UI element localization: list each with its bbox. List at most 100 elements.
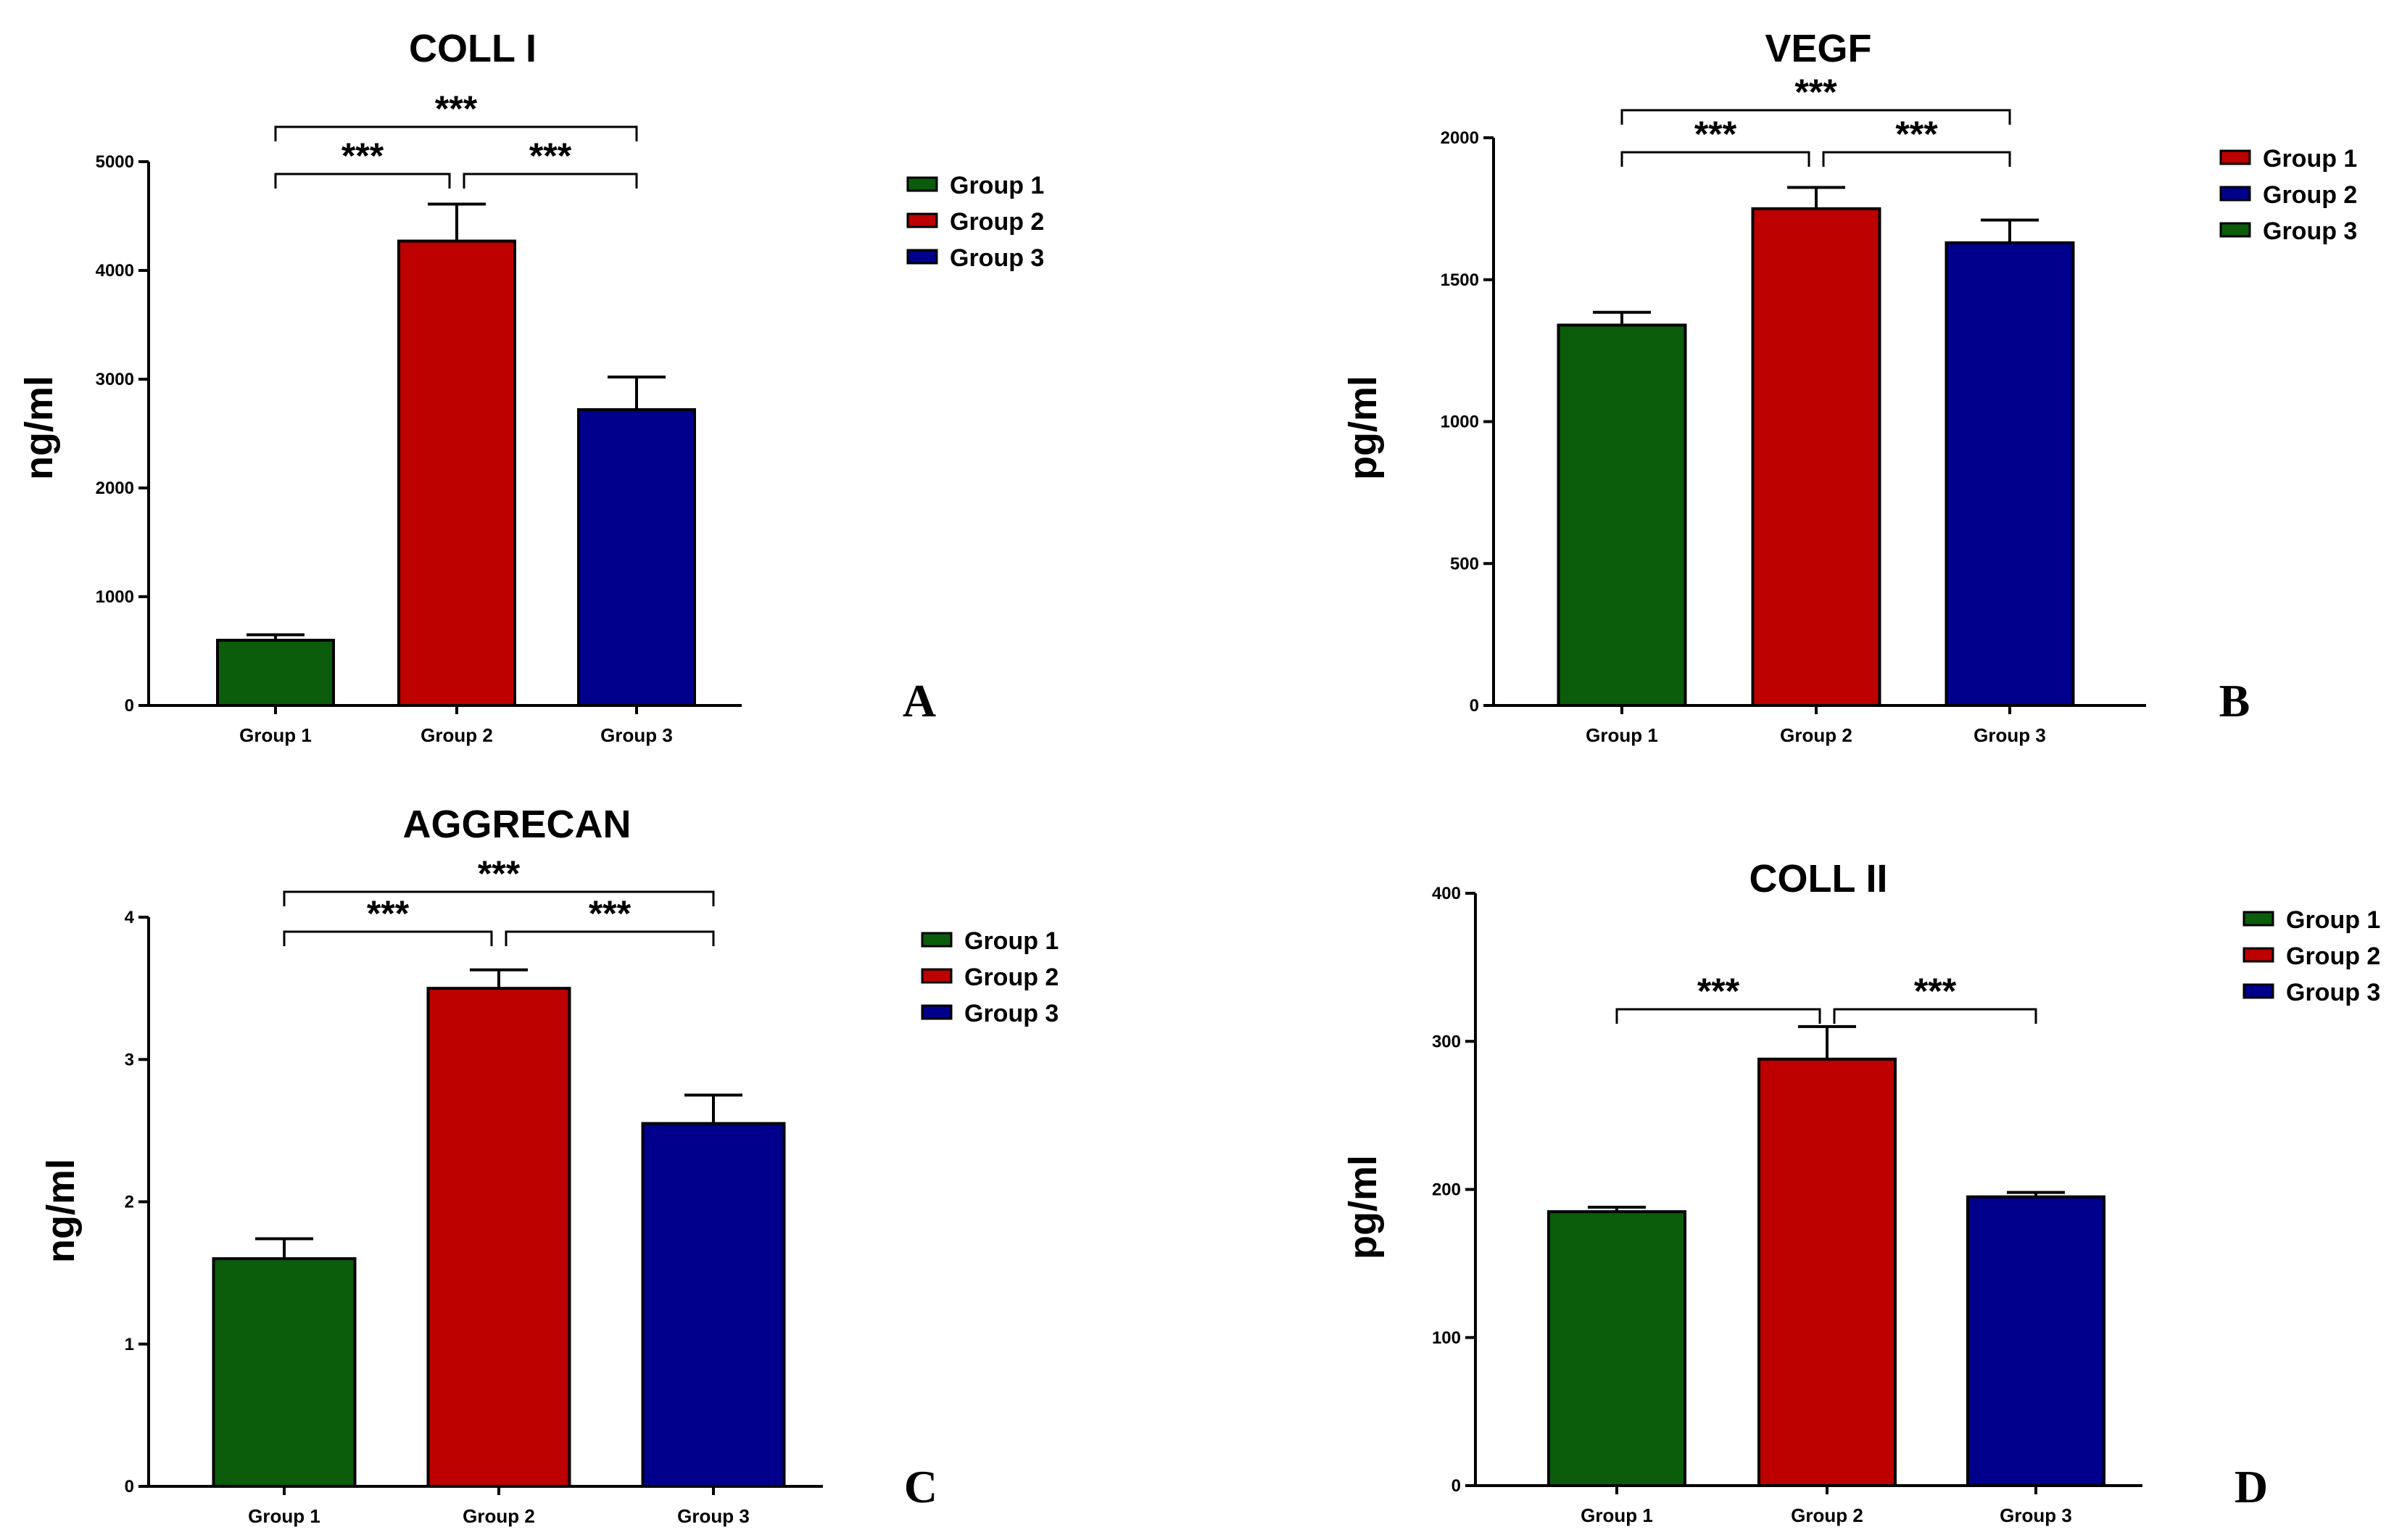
panel-letter: B [2219, 675, 2250, 726]
x-tick-label: Group 2 [421, 724, 493, 746]
legend-swatch [2219, 222, 2251, 238]
legend-label: Group 2 [950, 208, 1044, 236]
y-tick-label: 1000 [1441, 413, 1479, 432]
bar [577, 408, 696, 707]
x-tick-label: Group 3 [1974, 724, 2046, 746]
bar [1557, 323, 1687, 707]
significance-label: *** [1697, 971, 1740, 1011]
panel-d: COLL II pg/ml 0 100 200 300 400 Group 1 Group 2 G… [1341, 857, 2380, 1526]
significance-label: *** [1694, 114, 1737, 154]
bar [1966, 1195, 2105, 1488]
chart-title: VEGF [1765, 27, 1871, 70]
bar [641, 1122, 786, 1488]
legend-swatch [2219, 186, 2251, 202]
panel-b: VEGF pg/ml 0 500 1000 1500 2000 Group 1 Group 2 G… [1341, 27, 2357, 746]
legend-label: Group 1 [2286, 906, 2380, 934]
panel-a: COLL I ng/ml 0 1000 2000 3000 4000 5000 Group 1 G… [17, 27, 1044, 746]
significance-label: *** [341, 136, 384, 176]
panel-letter: C [904, 1461, 937, 1512]
legend-swatch [906, 249, 938, 265]
legend-label: Group 3 [950, 244, 1044, 272]
legend-swatch [921, 968, 953, 984]
significance-bracket [274, 173, 451, 189]
bar [216, 639, 335, 707]
legend-label: Group 3 [2286, 979, 2380, 1006]
x-tick-label: Group 2 [1780, 724, 1852, 746]
legend-swatch [906, 176, 938, 192]
y-tick-label: 5000 [96, 152, 134, 172]
y-tick-label: 400 [1432, 884, 1461, 903]
y-tick-label: 0 [125, 696, 134, 716]
legend-label: Group 3 [2263, 218, 2357, 245]
significance-label: *** [1794, 72, 1837, 112]
y-axis-label: pg/ml [1341, 1155, 1385, 1259]
y-tick-label: 1500 [1441, 270, 1479, 290]
chart-title: COLL I [409, 27, 537, 70]
significance-label: *** [1914, 971, 1957, 1011]
y-tick-label: 2000 [96, 479, 134, 498]
y-tick-label: 200 [1432, 1180, 1461, 1200]
legend-label: Group 2 [964, 964, 1059, 991]
x-tick-label: Group 1 [239, 724, 312, 746]
significance-bracket [1822, 151, 2011, 167]
legend-swatch [921, 932, 953, 948]
legend-label: Group 1 [2263, 145, 2357, 173]
significance-label: *** [589, 893, 631, 934]
legend-swatch [2219, 149, 2251, 165]
legend-label: Group 1 [964, 927, 1059, 955]
legend-label: Group 3 [964, 1000, 1059, 1027]
y-tick-label: 3 [125, 1050, 134, 1069]
significance-bracket [1620, 109, 2011, 125]
significance-bracket [463, 173, 638, 189]
y-tick-label: 4000 [96, 261, 134, 281]
legend-swatch [2242, 911, 2274, 927]
x-tick-label: Group 3 [677, 1505, 750, 1527]
x-tick-label: Group 3 [2000, 1504, 2072, 1526]
significance-bracket [1615, 1008, 1821, 1024]
x-tick-label: Group 1 [248, 1505, 320, 1527]
chart-title: COLL II [1749, 857, 1887, 901]
y-tick-label: 3000 [96, 370, 134, 389]
significance-bracket [283, 930, 493, 946]
y-tick-label: 1 [125, 1335, 134, 1354]
significance-bracket [274, 125, 638, 141]
bar [1945, 241, 2075, 708]
y-axis-label: pg/ml [1341, 376, 1385, 480]
panel-letter: A [903, 675, 936, 726]
chart-title: AGGRECAN [402, 803, 631, 846]
significance-bracket [1620, 151, 1810, 167]
y-axis-label: ng/ml [39, 1159, 83, 1263]
x-tick-label: Group 3 [600, 724, 673, 746]
significance-label: *** [1895, 114, 1938, 154]
bar [212, 1257, 357, 1488]
y-tick-label: 500 [1450, 554, 1479, 574]
significance-bracket [1833, 1008, 2037, 1024]
significance-label: *** [367, 893, 410, 934]
y-tick-label: 0 [125, 1477, 134, 1496]
significance-bracket [283, 890, 715, 906]
panel-letter: D [2235, 1461, 2268, 1512]
y-tick-label: 0 [1451, 1476, 1461, 1496]
x-tick-label: Group 1 [1581, 1504, 1653, 1526]
bar [1757, 1057, 1897, 1487]
significance-label: *** [435, 88, 478, 129]
bar [426, 987, 571, 1488]
bar [1751, 207, 1881, 707]
legend-label: Group 1 [950, 172, 1044, 199]
y-axis-label: ng/ml [17, 376, 61, 480]
significance-label: *** [529, 136, 572, 176]
legend-label: Group 2 [2263, 181, 2357, 209]
y-tick-label: 1000 [96, 587, 134, 607]
legend-swatch [906, 212, 938, 228]
y-tick-label: 300 [1432, 1032, 1461, 1051]
y-tick-label: 2000 [1441, 128, 1479, 148]
x-tick-label: Group 2 [1791, 1504, 1863, 1526]
legend-label: Group 2 [2286, 943, 2380, 970]
legend-swatch [2242, 947, 2274, 963]
y-tick-label: 0 [1470, 696, 1479, 716]
significance-bracket [505, 930, 715, 946]
significance-label: *** [478, 853, 521, 894]
bar [397, 239, 516, 707]
y-tick-label: 100 [1432, 1328, 1461, 1348]
